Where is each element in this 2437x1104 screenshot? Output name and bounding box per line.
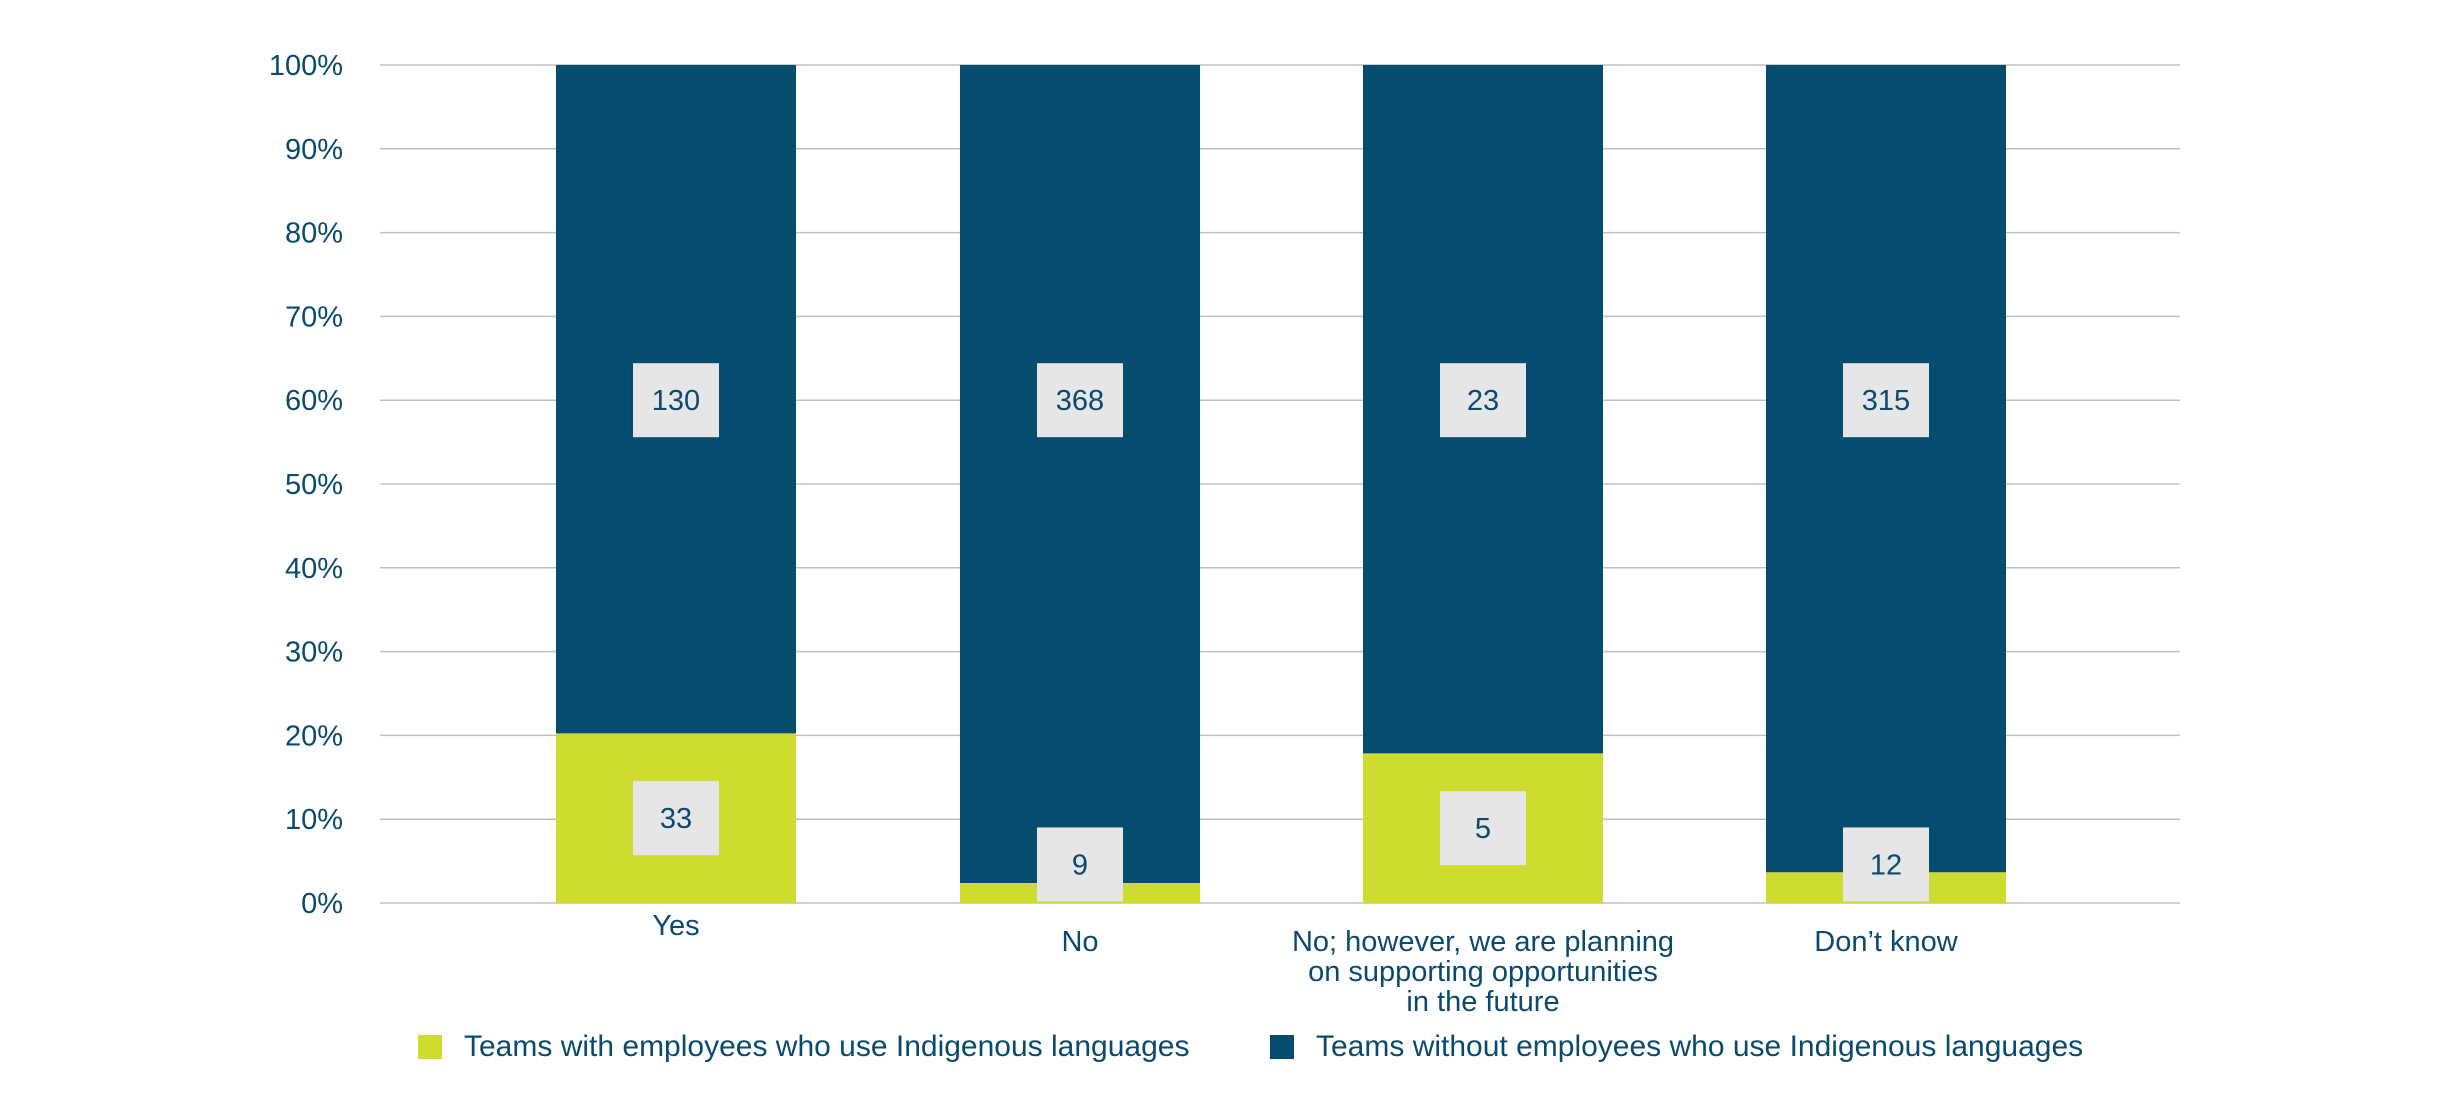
data-label: 315 bbox=[1862, 385, 1910, 417]
legend-item-with: Teams with employees who use Indigenous … bbox=[418, 1030, 1189, 1064]
x-category-label-line: in the future bbox=[1406, 986, 1559, 1018]
stacked-bar-chart: 0% 10% 20% 30% 40% 50% 60% 70% 80% 90% 100% 33 130 9… bbox=[269, 50, 2180, 1018]
data-label-box bbox=[1037, 363, 1123, 438]
data-label-box bbox=[633, 363, 719, 438]
data-label-box bbox=[1843, 363, 1929, 438]
y-tick-label: 90% bbox=[285, 134, 343, 166]
data-label: 12 bbox=[1870, 849, 1902, 881]
y-tick-label: 50% bbox=[285, 469, 343, 501]
data-label: 23 bbox=[1467, 385, 1499, 417]
x-category-label-line: on supporting opportunities bbox=[1308, 956, 1658, 988]
y-tick-label: 10% bbox=[285, 804, 343, 836]
data-label-box bbox=[1440, 791, 1526, 866]
data-label-box bbox=[1843, 827, 1929, 902]
x-category-label: Don’t know bbox=[1814, 926, 1959, 958]
data-label-box bbox=[633, 781, 719, 856]
x-category-label-line: Don’t know bbox=[1814, 926, 1959, 958]
data-label: 9 bbox=[1072, 849, 1088, 881]
y-tick-label: 20% bbox=[285, 720, 343, 752]
y-tick-label: 0% bbox=[301, 888, 343, 920]
x-category-label-line: No; however, we are planning bbox=[1292, 926, 1674, 958]
y-tick-label: 70% bbox=[285, 301, 343, 333]
x-category-label-line: Yes bbox=[652, 910, 699, 942]
y-tick-label: 40% bbox=[285, 553, 343, 585]
legend-label-with: Teams with employees who use Indigenous … bbox=[464, 1030, 1190, 1063]
x-category-label: No bbox=[1061, 926, 1098, 958]
bar-segment bbox=[960, 65, 1200, 883]
legend-item-without: Teams without employees who use Indigeno… bbox=[1270, 1030, 2083, 1064]
data-label-box bbox=[1037, 827, 1123, 902]
y-axis-tick-labels: 0% 10% 20% 30% 40% 50% 60% 70% 80% 90% 100% bbox=[269, 50, 343, 920]
y-tick-label: 100% bbox=[269, 50, 343, 82]
data-labels: 33 130 9 368 5 23 12 315 bbox=[633, 363, 1929, 902]
data-label: 33 bbox=[660, 803, 692, 835]
data-label: 130 bbox=[652, 385, 700, 417]
bar-segment bbox=[1766, 65, 2006, 873]
legend-swatch-without bbox=[1270, 1035, 1294, 1059]
data-label-box bbox=[1440, 363, 1526, 438]
x-category-label: No; however, we are planning on supportin… bbox=[1292, 926, 1674, 1018]
legend: Teams with employees who use Indigenous … bbox=[0, 1030, 2437, 1080]
y-tick-label: 60% bbox=[285, 385, 343, 417]
x-axis-category-labels: Yes No No; however, we are planning on supp… bbox=[652, 910, 1958, 1018]
legend-swatch-with bbox=[418, 1035, 442, 1059]
x-category-label: Yes bbox=[652, 910, 699, 942]
y-tick-label: 80% bbox=[285, 218, 343, 250]
y-tick-label: 30% bbox=[285, 637, 343, 669]
data-label: 368 bbox=[1056, 385, 1104, 417]
data-label: 5 bbox=[1475, 813, 1491, 845]
x-category-label-line: No bbox=[1061, 926, 1098, 958]
legend-label-without: Teams without employees who use Indigeno… bbox=[1316, 1030, 2084, 1063]
